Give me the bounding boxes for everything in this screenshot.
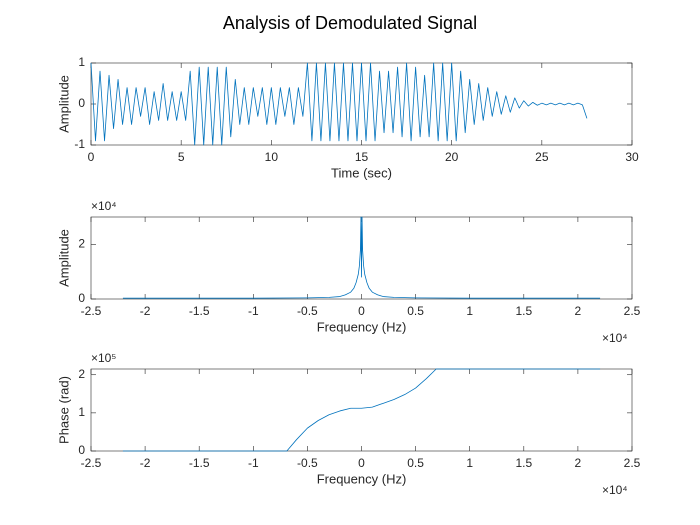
figure-title: Analysis of Demodulated Signal [223, 13, 477, 33]
x-tick-label: -2.5 [81, 304, 102, 318]
x-tick-label: 15 [355, 150, 369, 164]
x-exponent: ×10⁴ [602, 331, 628, 345]
axes: -2.5 -2 -1.5 -1 -0.5 0 0.5 1 1.5 2 2.5 0 1 2 Frequency… [56, 351, 640, 497]
y-tick-label: -1 [74, 137, 85, 151]
axes-box [90, 368, 633, 452]
x-tick-label: 1 [466, 304, 473, 318]
x-tick-label: 2 [575, 304, 582, 318]
signal-line [122, 368, 601, 452]
x-tick-label: 0.5 [407, 456, 424, 470]
signal-line [90, 62, 588, 146]
y-tick-label: 0 [78, 443, 85, 457]
x-tick-label: 0 [358, 304, 365, 318]
x-tick-label: 0.5 [407, 304, 424, 318]
x-tick-label: -2 [140, 456, 151, 470]
x-tick-label: 2 [575, 456, 582, 470]
x-axis-label: Frequency (Hz) [317, 319, 407, 334]
x-tick-label: -2.5 [81, 456, 102, 470]
x-tick-label: 1.5 [515, 304, 532, 318]
y-tick-label: 0 [78, 96, 85, 110]
x-tick-label: -1 [248, 456, 259, 470]
x-tick-label: -2 [140, 304, 151, 318]
x-tick-label: 10 [265, 150, 279, 164]
x-tick-label: -1.5 [189, 304, 210, 318]
x-exponent: ×10⁴ [602, 483, 628, 497]
axes: -2.5 -2 -1.5 -1 -0.5 0 0.5 1 1.5 2 2.5 0 2 Frequency … [56, 199, 640, 345]
x-tick-label: 0 [358, 456, 365, 470]
x-axis-label: Time (sec) [331, 165, 392, 180]
y-axis-label: Phase (rad) [56, 376, 71, 444]
x-tick-label: 25 [535, 150, 549, 164]
y-tick-label: 1 [78, 55, 85, 69]
x-tick-label: -1.5 [189, 456, 210, 470]
y-exponent: ×10⁴ [91, 199, 117, 213]
x-tick-label: -0.5 [297, 304, 318, 318]
x-tick-label: 0 [88, 150, 95, 164]
x-tick-label: 1 [466, 456, 473, 470]
axes-box [90, 62, 633, 146]
x-axis-label: Frequency (Hz) [317, 471, 407, 486]
x-tick-label: 5 [178, 150, 185, 164]
x-tick-label: -0.5 [297, 456, 318, 470]
y-tick-label: 0 [78, 291, 85, 305]
y-axis-label: Amplitude [56, 229, 71, 287]
y-exponent: ×10⁵ [91, 351, 116, 365]
x-tick-label: 30 [625, 150, 639, 164]
y-axis-label: Amplitude [56, 75, 71, 133]
x-tick-label: 2.5 [624, 456, 641, 470]
x-tick-label: 1.5 [515, 456, 532, 470]
x-tick-label: -1 [248, 304, 259, 318]
y-tick-label: 1 [78, 405, 85, 419]
signal-line [122, 216, 601, 299]
y-tick-label: 2 [78, 237, 85, 251]
x-tick-label: 20 [445, 150, 459, 164]
y-tick-label: 2 [78, 367, 85, 381]
x-tick-label: 2.5 [624, 304, 641, 318]
